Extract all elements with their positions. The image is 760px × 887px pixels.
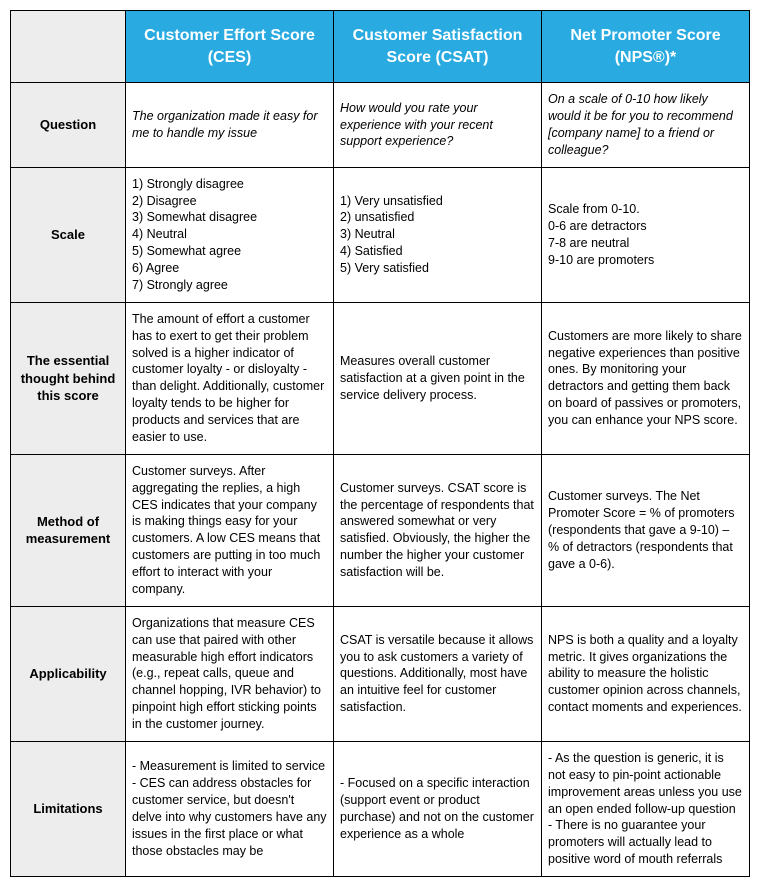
cell: 1) Very unsatisfied2) unsatisfied3) Neut… [334, 167, 542, 302]
cell: Customers are more likely to share negat… [542, 302, 750, 454]
cell: 1) Strongly disagree2) Disagree3) Somewh… [126, 167, 334, 302]
header-row: Customer Effort Score (CES) Customer Sat… [11, 11, 750, 83]
table-row: Question The organization made it easy f… [11, 83, 750, 168]
cell: - Focused on a specific interaction (sup… [334, 741, 542, 876]
cell: Customer surveys. The Net Promoter Score… [542, 454, 750, 606]
table-row: The essential thought behind this score … [11, 302, 750, 454]
table-row: Limitations - Measurement is limited to … [11, 741, 750, 876]
row-label-method: Method of measurement [11, 454, 126, 606]
col-header-csat: Customer Satisfaction Score (CSAT) [334, 11, 542, 83]
cell: Measures overall customer satisfaction a… [334, 302, 542, 454]
row-label-limitations: Limitations [11, 741, 126, 876]
cell: Customer surveys. After aggregating the … [126, 454, 334, 606]
cell: Customer surveys. CSAT score is the perc… [334, 454, 542, 606]
table-row: Scale 1) Strongly disagree2) Disagree3) … [11, 167, 750, 302]
row-label-essential: The essential thought behind this score [11, 302, 126, 454]
cell: Scale from 0-10.0-6 are detractors7-8 ar… [542, 167, 750, 302]
comparison-table: Customer Effort Score (CES) Customer Sat… [10, 10, 750, 877]
row-label-scale: Scale [11, 167, 126, 302]
table-row: Method of measurement Customer surveys. … [11, 454, 750, 606]
row-label-applicability: Applicability [11, 606, 126, 741]
cell: CSAT is versatile because it allows you … [334, 606, 542, 741]
col-header-ces: Customer Effort Score (CES) [126, 11, 334, 83]
table-row: Applicability Organizations that measure… [11, 606, 750, 741]
cell: Organizations that measure CES can use t… [126, 606, 334, 741]
cell: How would you rate your experience with … [334, 83, 542, 168]
col-header-nps: Net Promoter Score (NPS®)* [542, 11, 750, 83]
cell: The organization made it easy for me to … [126, 83, 334, 168]
cell: The amount of effort a customer has to e… [126, 302, 334, 454]
corner-cell [11, 11, 126, 83]
row-label-question: Question [11, 83, 126, 168]
cell: - As the question is generic, it is not … [542, 741, 750, 876]
cell: NPS is both a quality and a loyalty metr… [542, 606, 750, 741]
cell: On a scale of 0-10 how likely would it b… [542, 83, 750, 168]
cell: - Measurement is limited to service- CES… [126, 741, 334, 876]
